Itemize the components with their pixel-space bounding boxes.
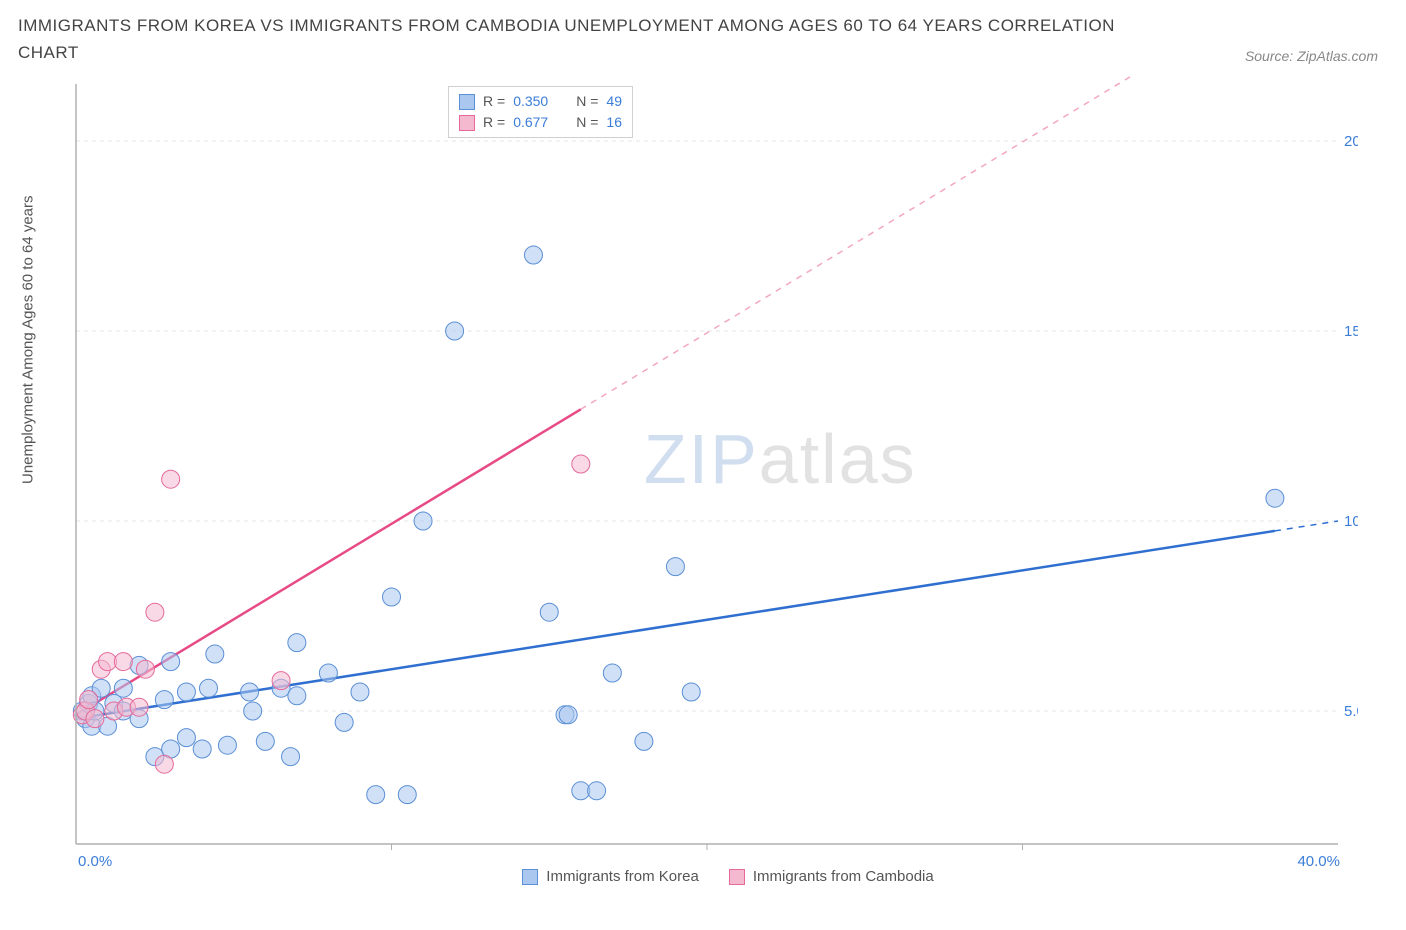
data-point xyxy=(136,661,154,679)
data-point xyxy=(572,455,590,473)
y-tick-label: 15.0% xyxy=(1344,323,1358,340)
scatter-plot-svg: 5.0% 10.0% 15.0% 20.0% 0.0% 40.0% xyxy=(18,74,1358,894)
y-axis-label: Unemployment Among Ages 60 to 64 years xyxy=(20,196,37,485)
data-point xyxy=(288,634,306,652)
data-point xyxy=(446,322,464,340)
data-point xyxy=(398,786,416,804)
legend-r-label: R = xyxy=(483,112,505,133)
legend-swatch xyxy=(459,115,475,131)
data-point xyxy=(319,664,337,682)
trend-line-extrapolated xyxy=(1275,521,1338,531)
data-point xyxy=(155,691,173,709)
legend-r-value: 0.677 xyxy=(513,112,548,133)
legend-row: R = 0.350 N = 49 xyxy=(459,91,622,112)
data-point xyxy=(335,714,353,732)
data-point xyxy=(114,680,132,698)
data-point xyxy=(162,471,180,489)
data-point xyxy=(177,729,195,747)
x-tick-label: 40.0% xyxy=(1297,853,1340,870)
chart-container: Unemployment Among Ages 60 to 64 years 5… xyxy=(18,74,1388,894)
source-attribution: Source: ZipAtlas.com xyxy=(1245,48,1378,64)
data-point xyxy=(351,683,369,701)
data-point xyxy=(524,246,542,264)
data-point xyxy=(588,782,606,800)
data-point xyxy=(130,699,148,717)
data-point xyxy=(244,702,262,720)
data-point xyxy=(666,558,684,576)
data-point xyxy=(114,653,132,671)
data-point xyxy=(155,756,173,774)
trend-line-extrapolated xyxy=(581,74,1338,409)
data-point xyxy=(80,691,98,709)
data-point xyxy=(256,733,274,751)
data-point xyxy=(540,604,558,622)
data-point xyxy=(682,683,700,701)
data-point xyxy=(200,680,218,698)
data-point xyxy=(288,687,306,705)
y-tick-label: 20.0% xyxy=(1344,133,1358,150)
legend-r-label: R = xyxy=(483,91,505,112)
data-point xyxy=(86,710,104,728)
y-tick-label: 5.0% xyxy=(1344,703,1358,720)
legend-swatch xyxy=(459,94,475,110)
data-point xyxy=(282,748,300,766)
data-point xyxy=(603,664,621,682)
legend-n-label: N = xyxy=(576,112,598,133)
data-point xyxy=(162,653,180,671)
data-point xyxy=(414,512,432,530)
data-point xyxy=(241,683,259,701)
data-point xyxy=(635,733,653,751)
correlation-legend: R = 0.350 N = 49 R = 0.677 N = 16 xyxy=(448,86,633,138)
y-tick-label: 10.0% xyxy=(1344,513,1358,530)
data-point xyxy=(367,786,385,804)
data-point xyxy=(146,604,164,622)
legend-n-value: 49 xyxy=(606,91,622,112)
data-point xyxy=(559,706,577,724)
legend-n-label: N = xyxy=(576,91,598,112)
legend-row: R = 0.677 N = 16 xyxy=(459,112,622,133)
chart-title: IMMIGRANTS FROM KOREA VS IMMIGRANTS FROM… xyxy=(18,12,1138,66)
data-point xyxy=(218,737,236,755)
data-point xyxy=(383,588,401,606)
legend-r-value: 0.350 xyxy=(513,91,548,112)
data-point xyxy=(193,740,211,758)
data-point xyxy=(177,683,195,701)
x-tick-label: 0.0% xyxy=(78,853,112,870)
data-point xyxy=(206,645,224,663)
data-point xyxy=(272,672,290,690)
data-point xyxy=(1266,490,1284,508)
legend-n-value: 16 xyxy=(606,112,622,133)
